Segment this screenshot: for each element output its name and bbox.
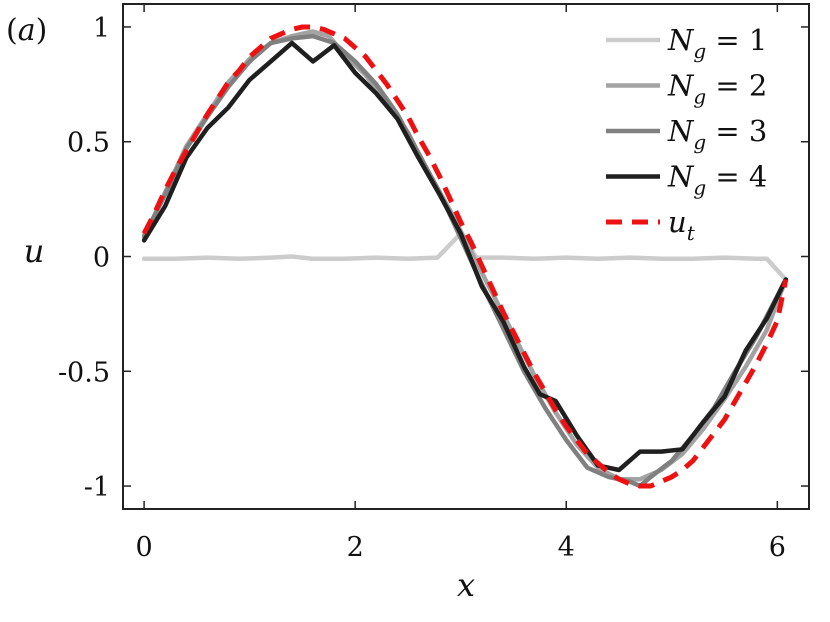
y-tick-label: 0.5 <box>67 128 110 159</box>
x-tick-label: 2 <box>347 532 364 563</box>
series-layer <box>141 24 789 489</box>
x-tick-label: 6 <box>769 532 786 563</box>
y-tick-label: 0 <box>93 243 110 274</box>
legend-label-1: Ng = 1 <box>667 23 767 63</box>
legend-label-4: Ng = 4 <box>667 160 767 200</box>
legend-label-5: ut <box>668 205 696 245</box>
series-line-4 <box>141 40 789 473</box>
y-tick-label: -1 <box>84 472 110 503</box>
y-tick-label: 1 <box>93 13 110 44</box>
axis-ticks: 0 2 4 6 -1 -0.5 0 0.5 1 <box>58 4 809 563</box>
x-axis-label: x <box>457 566 475 604</box>
legend-label-2: Ng = 2 <box>667 69 767 109</box>
legend-label-3: Ng = 3 <box>667 114 767 154</box>
panel-label: (a) <box>6 13 47 48</box>
x-tick-label: 0 <box>136 532 153 563</box>
y-axis-label: u <box>24 232 45 270</box>
x-tick-label: 4 <box>558 532 575 563</box>
series-line-5 <box>141 24 789 489</box>
y-tick-label: -0.5 <box>58 357 110 388</box>
legend: Ng = 1 Ng = 2 Ng = 3 Ng = 4 ut <box>606 23 767 245</box>
